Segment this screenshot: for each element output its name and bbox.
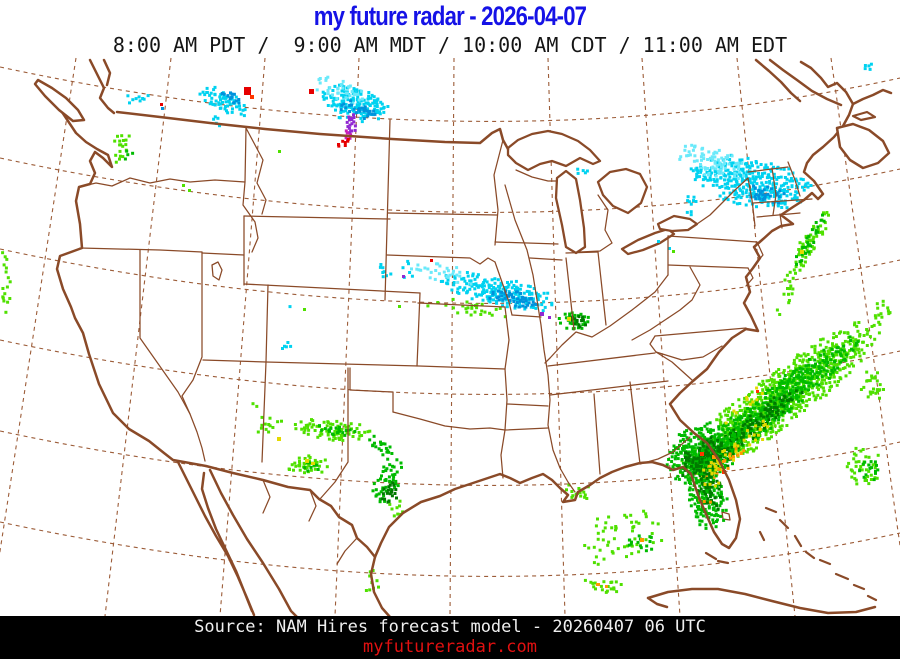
new-brunswick-coast — [851, 88, 893, 106]
source-text: Source: NAM Hires forecast model - 20260… — [194, 617, 706, 637]
lake-huron — [596, 167, 649, 215]
maine-canada-border — [799, 60, 855, 106]
valid-times-label: 8:00 AM PDT / 9:00 AM MDT / 10:00 AM CDT… — [112, 33, 788, 57]
lake-erie — [620, 227, 676, 256]
great-lakes — [211, 129, 731, 521]
great-salt-lake — [211, 261, 223, 281]
lake-ontario — [656, 214, 699, 233]
website-text: myfutureradar.com — [363, 637, 537, 657]
st-lawrence — [754, 58, 802, 103]
page-title: my future radar - 2026-04-07 — [313, 1, 587, 31]
footer-bar: Source: NAM Hires forecast model - 20260… — [0, 616, 900, 659]
cuba — [646, 587, 877, 615]
lake-michigan — [554, 169, 587, 255]
conus-outline — [55, 102, 855, 559]
gaspe-coast — [768, 58, 843, 107]
radar-precipitation-layer — [1, 62, 892, 594]
baja-california — [176, 460, 299, 619]
bc-coast — [88, 58, 116, 115]
mexico-east-coast — [369, 555, 392, 619]
lake-superior — [506, 129, 602, 172]
coastlines — [33, 58, 893, 619]
bahamas-and-keys — [704, 506, 878, 602]
nova-scotia — [835, 122, 891, 170]
state-borders — [78, 119, 813, 565]
lake-okeechobee — [721, 511, 731, 521]
vancouver-island — [33, 78, 86, 123]
us-canada-border — [115, 110, 510, 151]
prince-edward-island — [851, 110, 877, 122]
